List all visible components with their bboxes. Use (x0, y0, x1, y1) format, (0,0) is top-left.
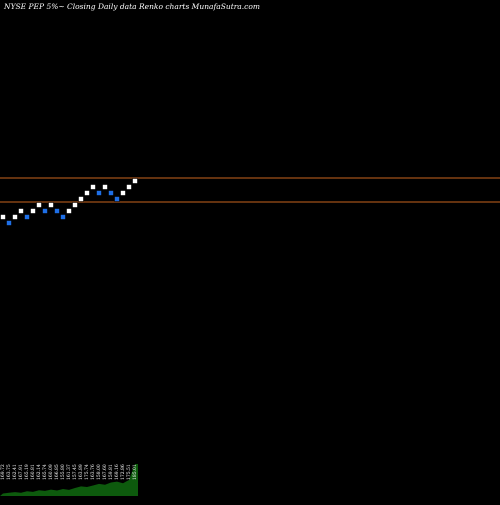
price-tick-label: 167.60 (102, 464, 108, 480)
renko-brick-up (90, 184, 96, 190)
volume-area-path (0, 464, 138, 496)
renko-brick-up (72, 202, 78, 208)
renko-brick-up (48, 202, 54, 208)
price-tick-label: 160.09 (48, 464, 54, 480)
price-tick-label: 162.14 (36, 464, 42, 480)
volume-area (0, 464, 138, 496)
renko-brick-up (0, 214, 6, 220)
price-tick-label: 165.19 (24, 464, 30, 480)
price-tick-label: 163.76 (90, 464, 96, 480)
renko-brick-down (42, 208, 48, 214)
renko-brick-up (36, 202, 42, 208)
price-tick-label: 157.45 (72, 464, 78, 480)
renko-brick-down (24, 214, 30, 220)
price-tick-label: 158.00 (96, 464, 102, 480)
renko-brick-up (18, 208, 24, 214)
price-tick-label: 165.74 (42, 464, 48, 480)
renko-brick-up (84, 190, 90, 196)
price-tick-label: 160.81 (30, 464, 36, 480)
price-tick-label: 161.37 (66, 464, 72, 480)
renko-brick-down (114, 196, 120, 202)
price-tick-label: 175.51 (126, 464, 132, 480)
renko-brick-down (108, 190, 114, 196)
price-tick-label: 159.81 (108, 464, 114, 480)
renko-brick-up (126, 184, 132, 190)
chart-title: NYSE PEP 5%~ Closing Daily data Renko ch… (3, 2, 260, 11)
reference-lines (0, 177, 500, 203)
renko-bricks (0, 178, 138, 226)
renko-brick-down (96, 190, 102, 196)
price-tick-labels: 169.72 163.75 162.41 167.91 165.19 160.81 162.… (0, 464, 138, 480)
price-tick-label: 163.75 (6, 464, 12, 480)
renko-brick-up (12, 214, 18, 220)
renko-brick-up (102, 184, 108, 190)
price-tick-label: 175.74 (84, 464, 90, 480)
price-tick-label: 163.89 (78, 464, 84, 480)
renko-brick-up (78, 196, 84, 202)
price-tick-label: 166.85 (54, 464, 60, 480)
renko-brick-down (6, 220, 12, 226)
renko-brick-down (54, 208, 60, 214)
price-tick-label: 169.72 (0, 464, 6, 480)
renko-brick-up (66, 208, 72, 214)
renko-brick-up (30, 208, 36, 214)
price-tick-label: 167.91 (18, 464, 24, 480)
price-tick-label: 169.16 (114, 464, 120, 480)
price-tick-label: 155.80 (60, 464, 66, 480)
price-tick-label: 185.01 (132, 464, 138, 480)
price-tick-label: 172.86 (120, 464, 126, 480)
renko-brick-up (132, 178, 138, 184)
renko-brick-up (120, 190, 126, 196)
price-tick-label: 162.41 (12, 464, 18, 480)
renko-brick-down (60, 214, 66, 220)
